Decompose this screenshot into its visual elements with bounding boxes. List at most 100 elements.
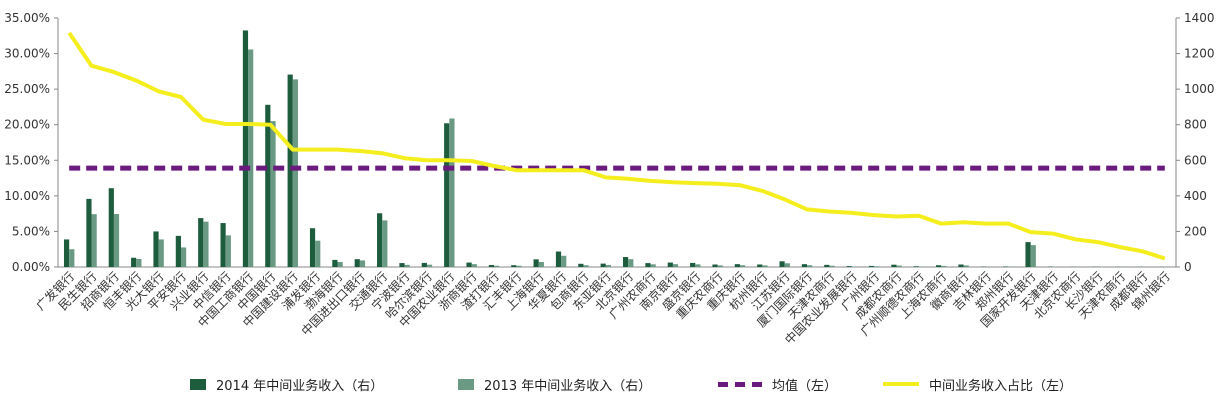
- bar-2013: [561, 255, 567, 267]
- bar-2013: [136, 258, 142, 267]
- bar-2013: [762, 265, 768, 267]
- bar-2013: [426, 264, 433, 267]
- right-tick-label: 1400: [1184, 11, 1215, 25]
- category-labels: 广发银行民生银行招商银行恒丰银行光大银行平安银行兴业银行中信银行中国工商银行中国…: [33, 269, 1173, 347]
- legend-swatch-2013: [458, 378, 474, 390]
- bar-2013: [829, 265, 835, 267]
- bar-2014: [667, 262, 673, 267]
- bar-2014: [511, 265, 517, 267]
- bar-2013: [874, 266, 880, 267]
- bar-2014: [131, 257, 137, 267]
- legend-swatch-2014: [190, 378, 206, 390]
- bar-2013: [292, 79, 298, 267]
- legend-label-mean: 均值（左）: [772, 378, 838, 394]
- bar-2013: [628, 259, 634, 267]
- lines: [67, 31, 1166, 261]
- left-tick-label: 20.00%: [4, 118, 50, 132]
- bar-2014: [712, 264, 718, 267]
- bar-2014: [421, 262, 427, 267]
- legend-item-ratio: 中间业务收入占比（左）: [883, 372, 1072, 396]
- bar-2013: [695, 264, 701, 267]
- left-tick-label: 0.00%: [12, 260, 50, 274]
- bar-2014: [332, 259, 338, 267]
- bar-2014: [220, 223, 226, 267]
- right-tick-label: 1000: [1184, 82, 1215, 96]
- bar-2014: [645, 263, 651, 267]
- bar-2013: [516, 265, 522, 267]
- bar-2014: [578, 263, 584, 267]
- bar-2014: [734, 264, 740, 267]
- left-axis: 0.00% 5.00% 10.00% 15.00% 20.00% 25.00% 30.00%…: [4, 11, 58, 274]
- bar-2013: [784, 263, 790, 267]
- bar-2014: [958, 264, 964, 267]
- bar-2014: [779, 261, 785, 267]
- bar-2014: [287, 74, 293, 268]
- bar-2014: [600, 263, 606, 267]
- right-tick-label: 200: [1184, 224, 1207, 238]
- bar-2014: [533, 259, 539, 267]
- bar-2014: [175, 235, 181, 267]
- bar-2014: [846, 266, 852, 267]
- legend-swatch-mean: [718, 381, 762, 387]
- bar-2013: [807, 265, 813, 267]
- bar-2013: [672, 264, 679, 267]
- bar-2014: [868, 265, 875, 267]
- bar-2013: [583, 265, 589, 267]
- right-tick-label: 1200: [1184, 47, 1215, 61]
- bar-2013: [605, 265, 612, 267]
- bar-2013: [270, 121, 276, 268]
- chart: 0.00% 5.00% 10.00% 15.00% 20.00% 25.00% 30.00%…: [4, 11, 1215, 347]
- bar-2014: [690, 262, 696, 267]
- bar-2014: [242, 30, 249, 268]
- bar-2013: [717, 265, 723, 267]
- bar-2013: [248, 49, 254, 267]
- left-tick-label: 35.00%: [4, 11, 50, 25]
- bar-2013: [494, 265, 500, 267]
- ratio-line: [67, 31, 1166, 261]
- bar-2013: [315, 240, 321, 267]
- bar-2014: [108, 188, 114, 267]
- bar-2013: [113, 213, 120, 267]
- bar-2014: [377, 213, 383, 267]
- left-tick-label: 30.00%: [4, 47, 50, 61]
- bar-2013: [471, 264, 477, 267]
- bar-2013: [896, 265, 902, 267]
- bar-2014: [891, 264, 897, 267]
- bar-2013: [650, 264, 656, 267]
- bar-2014: [622, 257, 629, 267]
- bar-2014: [354, 259, 360, 267]
- bar-2013: [449, 118, 455, 267]
- bar-2014: [444, 123, 450, 267]
- bar-2013: [538, 262, 544, 267]
- bar-2013: [158, 239, 164, 267]
- bar-2014: [63, 239, 70, 267]
- bar-2014: [265, 104, 271, 268]
- bar-2013: [404, 264, 410, 267]
- right-tick-label: 0: [1184, 260, 1192, 274]
- bar-2014: [757, 264, 763, 267]
- bar-2014: [913, 266, 919, 267]
- bar-2014: [488, 265, 495, 267]
- legend-label-2014: 2014 年中间业务收入（右）: [216, 378, 384, 394]
- bar-2014: [936, 265, 942, 267]
- bar-2014: [198, 218, 204, 267]
- legend: 2014 年中间业务收入（右） 2013 年中间业务收入（右） 均值（左） 中间…: [0, 372, 1222, 396]
- bar-2013: [851, 266, 857, 267]
- left-tick-label: 10.00%: [4, 189, 50, 203]
- bars: [63, 30, 1171, 268]
- bar-2014: [1025, 242, 1031, 267]
- legend-item-2013: 2013 年中间业务收入（右）: [458, 372, 651, 396]
- left-tick-label: 5.00%: [12, 224, 50, 238]
- bar-2014: [466, 262, 472, 267]
- bar-2013: [69, 249, 75, 267]
- bar-2014: [399, 263, 405, 267]
- bar-2014: [309, 228, 316, 267]
- bar-2013: [1030, 245, 1036, 267]
- legend-item-mean: 均值（左）: [718, 372, 837, 396]
- bar-2013: [203, 221, 209, 267]
- bar-2014: [555, 251, 562, 267]
- bar-2014: [801, 264, 808, 267]
- bar-2013: [359, 260, 366, 267]
- bar-2013: [180, 247, 187, 267]
- bar-2013: [382, 220, 388, 267]
